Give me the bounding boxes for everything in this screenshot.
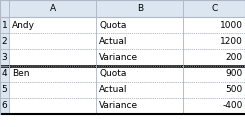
Text: Andy: Andy <box>12 21 35 30</box>
Text: 200: 200 <box>225 53 243 62</box>
Text: 1200: 1200 <box>220 37 243 46</box>
Bar <box>0 98 9 114</box>
Bar <box>96 82 183 98</box>
Bar <box>96 17 183 33</box>
Bar <box>9 82 96 98</box>
Text: 3: 3 <box>2 53 8 62</box>
Text: 5: 5 <box>2 85 8 94</box>
Text: -400: -400 <box>222 101 243 110</box>
Bar <box>96 49 183 66</box>
Text: 4: 4 <box>2 69 7 78</box>
Bar <box>9 0 96 17</box>
Bar <box>9 33 96 49</box>
Bar <box>0 17 9 33</box>
Text: Variance: Variance <box>99 101 138 110</box>
Bar <box>0 66 9 82</box>
Bar <box>9 66 96 82</box>
Text: 500: 500 <box>225 85 243 94</box>
Bar <box>96 33 183 49</box>
Text: C: C <box>211 4 217 13</box>
Bar <box>9 49 96 66</box>
Bar <box>183 33 245 49</box>
Text: Actual: Actual <box>99 85 128 94</box>
Text: 2: 2 <box>2 37 7 46</box>
Bar <box>0 49 9 66</box>
Bar <box>183 98 245 114</box>
Text: B: B <box>137 4 143 13</box>
Bar <box>9 98 96 114</box>
Bar <box>0 82 9 98</box>
Text: 900: 900 <box>225 69 243 78</box>
Text: A: A <box>50 4 56 13</box>
Text: Quota: Quota <box>99 21 127 30</box>
Bar <box>96 0 183 17</box>
Bar <box>183 0 245 17</box>
Bar <box>96 66 183 82</box>
Bar <box>9 17 96 33</box>
Text: Quota: Quota <box>99 69 127 78</box>
Bar <box>183 17 245 33</box>
Bar <box>183 82 245 98</box>
Text: 1: 1 <box>2 21 8 30</box>
Text: 1000: 1000 <box>220 21 243 30</box>
Text: Ben: Ben <box>12 69 30 78</box>
Text: Actual: Actual <box>99 37 128 46</box>
Text: Variance: Variance <box>99 53 138 62</box>
Bar <box>183 49 245 66</box>
Bar <box>0 0 9 17</box>
Text: 6: 6 <box>2 101 8 110</box>
Bar <box>0 33 9 49</box>
Bar <box>183 66 245 82</box>
Bar <box>96 98 183 114</box>
